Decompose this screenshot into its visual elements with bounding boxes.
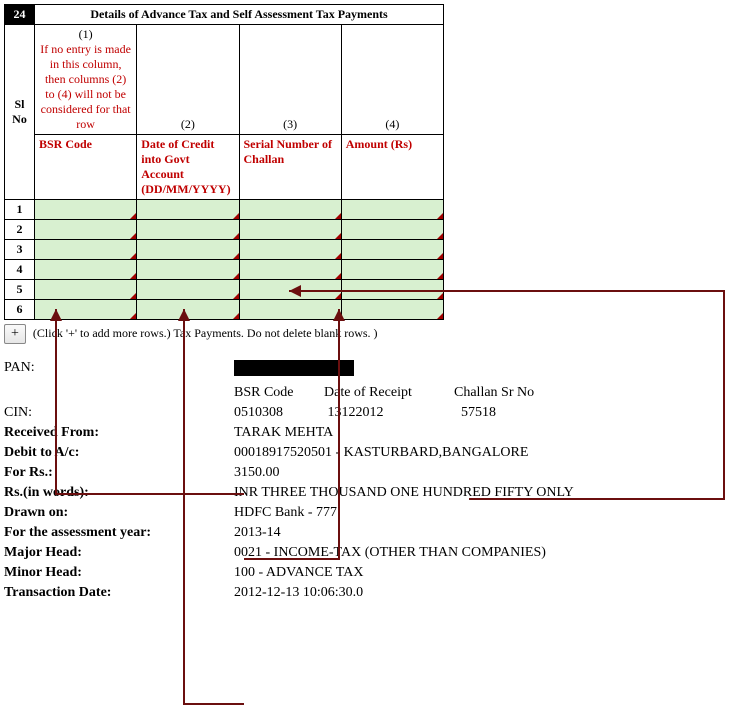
table-row: 3 — [5, 240, 444, 260]
date-input-cell[interactable] — [137, 220, 239, 240]
col2-num: (2) — [137, 25, 239, 135]
table-row: 4 — [5, 260, 444, 280]
cin-serial: 57518 — [461, 405, 496, 420]
ay-value: 2013-14 — [234, 525, 737, 541]
col-header-slno: Sl No — [5, 25, 35, 200]
pan-redacted-block — [234, 360, 354, 376]
bsr-input-cell[interactable] — [35, 220, 137, 240]
bsr-input-cell[interactable] — [35, 280, 137, 300]
amount-input-cell[interactable] — [341, 300, 443, 320]
rs-words-label: Rs.(in words): — [4, 485, 234, 501]
serial-input-cell[interactable] — [239, 280, 341, 300]
bsr-input-cell[interactable] — [35, 260, 137, 280]
table-row: 1 — [5, 200, 444, 220]
row-number: 2 — [5, 220, 35, 240]
col1-num: (1) — [39, 27, 132, 42]
table-rows-body: 123456 — [5, 200, 444, 320]
cin-date: 13122012 — [328, 405, 458, 421]
drawn-value: HDFC Bank - 777 — [234, 505, 737, 521]
amount-input-cell[interactable] — [341, 240, 443, 260]
pan-label: PAN: — [4, 360, 234, 381]
col3-num: (3) — [239, 25, 341, 135]
serial-input-cell[interactable] — [239, 200, 341, 220]
txn-label: Transaction Date: — [4, 585, 234, 601]
section-title: Details of Advance Tax and Self Assessme… — [35, 5, 444, 25]
date-input-cell[interactable] — [137, 300, 239, 320]
amount-input-cell[interactable] — [341, 200, 443, 220]
row-number: 1 — [5, 200, 35, 220]
debit-label: Debit to A/c: — [4, 445, 234, 461]
amount-input-cell[interactable] — [341, 280, 443, 300]
add-row-container: + (Click '+' to add more rows.) Tax Paym… — [4, 324, 737, 344]
cin-label: CIN: — [4, 405, 234, 421]
col1-note: If no entry is made in this column, then… — [39, 42, 132, 132]
rs-value: 3150.00 — [234, 465, 737, 481]
cin-header-date: Date of Receipt — [324, 385, 454, 401]
amount-input-cell[interactable] — [341, 260, 443, 280]
page-wrap: 24 Details of Advance Tax and Self Asses… — [4, 4, 737, 601]
col-header-bsr: BSR Code — [35, 135, 137, 200]
row-number: 4 — [5, 260, 35, 280]
received-label: Received From: — [4, 425, 234, 441]
major-value: 0021 - INCOME-TAX (OTHER THAN COMPANIES) — [234, 545, 737, 561]
cin-sub-header: BSR Code Date of Receipt Challan Sr No — [234, 385, 737, 401]
add-row-note: (Click '+' to add more rows.) Tax Paymen… — [33, 326, 378, 340]
table-row: 5 — [5, 280, 444, 300]
cin-header-bsr: BSR Code — [234, 385, 324, 401]
cin-value: 0510308 13122012 57518 — [234, 405, 737, 421]
date-input-cell[interactable] — [137, 260, 239, 280]
col-header-amount: Amount (Rs) — [341, 135, 443, 200]
col-header-serial: Serial Number of Challan — [239, 135, 341, 200]
major-label: Major Head: — [4, 545, 234, 561]
drawn-label: Drawn on: — [4, 505, 234, 521]
bsr-input-cell[interactable] — [35, 240, 137, 260]
rs-words-value: INR THREE THOUSAND ONE HUNDRED FIFTY ONL… — [234, 485, 737, 501]
col-header-date: Date of Credit into Govt Account (DD/MM/… — [137, 135, 239, 200]
pan-value — [234, 360, 737, 381]
receipt-details: PAN: BSR Code Date of Receipt Challan Sr… — [4, 360, 737, 601]
minor-label: Minor Head: — [4, 565, 234, 581]
minor-value: 100 - ADVANCE TAX — [234, 565, 737, 581]
serial-input-cell[interactable] — [239, 300, 341, 320]
col4-num: (4) — [341, 25, 443, 135]
section-number: 24 — [5, 5, 35, 25]
amount-input-cell[interactable] — [341, 220, 443, 240]
bsr-input-cell[interactable] — [35, 300, 137, 320]
table-row: 2 — [5, 220, 444, 240]
table-row: 6 — [5, 300, 444, 320]
date-input-cell[interactable] — [137, 280, 239, 300]
add-row-button[interactable]: + — [4, 324, 26, 344]
cin-bsr: 0510308 — [234, 405, 324, 421]
bsr-input-cell[interactable] — [35, 200, 137, 220]
rs-label: For Rs.: — [4, 465, 234, 481]
txn-value: 2012-12-13 10:06:30.0 — [234, 585, 737, 601]
serial-input-cell[interactable] — [239, 220, 341, 240]
row-number: 5 — [5, 280, 35, 300]
ay-label: For the assessment year: — [4, 525, 234, 541]
debit-value: 00018917520501 - KASTURBARD,BANGALORE — [234, 445, 737, 461]
row-number: 6 — [5, 300, 35, 320]
serial-input-cell[interactable] — [239, 260, 341, 280]
received-value: TARAK MEHTA — [234, 425, 737, 441]
col1-group: (1) If no entry is made in this column, … — [35, 25, 137, 135]
date-input-cell[interactable] — [137, 200, 239, 220]
date-input-cell[interactable] — [137, 240, 239, 260]
tax-payments-table: 24 Details of Advance Tax and Self Asses… — [4, 4, 444, 320]
serial-input-cell[interactable] — [239, 240, 341, 260]
row-number: 3 — [5, 240, 35, 260]
cin-header-serial: Challan Sr No — [454, 385, 534, 401]
